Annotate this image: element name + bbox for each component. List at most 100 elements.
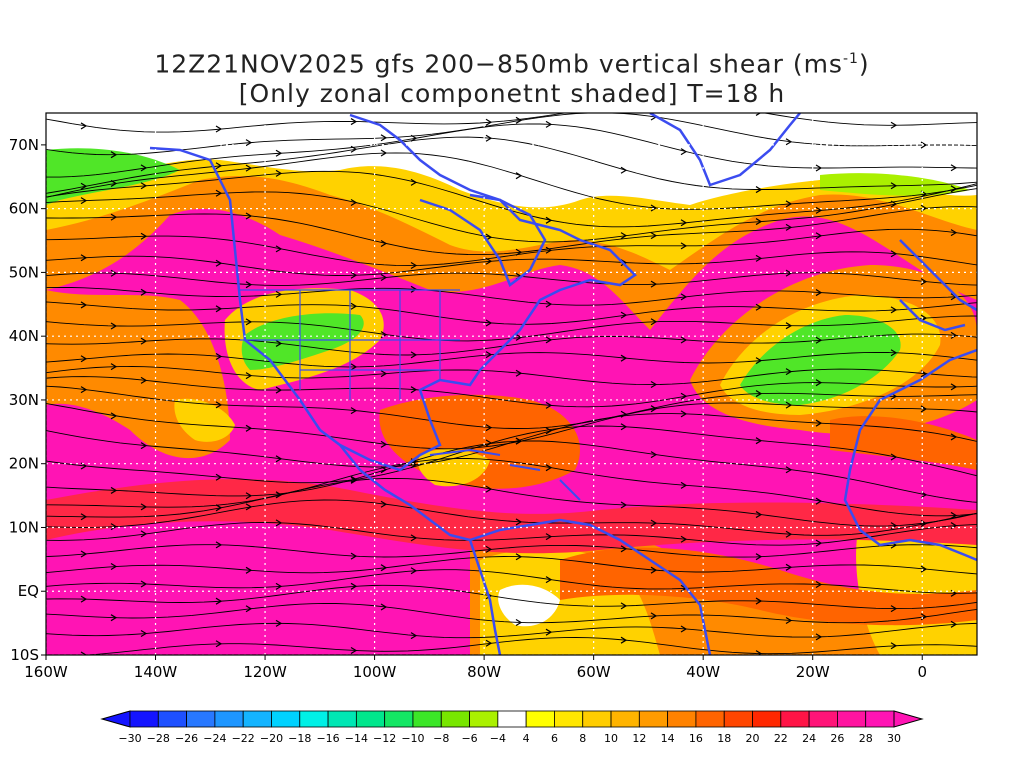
- streamline-arrow: [545, 120, 553, 128]
- streamline-arrow: [620, 423, 628, 431]
- streamline-arrow: [380, 239, 388, 247]
- colorbar-tick-label: 4: [523, 732, 530, 745]
- streamline-arrow: [275, 519, 283, 527]
- streamline-arrow: [545, 533, 553, 541]
- streamline-arrow: [410, 178, 418, 186]
- streamline-arrow: [621, 102, 626, 108]
- coast-africa: [843, 348, 977, 562]
- colorbar-tick-label: 8: [579, 732, 586, 745]
- streamline-arrow: [80, 182, 88, 190]
- streamline-arrow: [140, 337, 148, 345]
- colorbar-swatch: [808, 710, 838, 728]
- streamline-arrow: [485, 485, 493, 493]
- streamline-arrow: [80, 386, 88, 394]
- colorbar-tick-label: 16: [689, 732, 703, 745]
- colorbar-tick-label: 22: [774, 732, 788, 745]
- streamline-arrow: [890, 605, 898, 613]
- streamline-arrow: [80, 550, 88, 558]
- streamline-arrow: [785, 322, 793, 330]
- colorbar-tick-label: −22: [232, 732, 255, 745]
- streamline-arrow: [245, 281, 253, 289]
- streamline-arrow: [80, 254, 88, 262]
- streamline-arrow: [245, 605, 253, 613]
- streamline-arrow: [815, 289, 823, 297]
- streamline-arrow: [410, 386, 418, 394]
- colorbar-swatch: [157, 710, 187, 728]
- lat-tick-label: 10N: [9, 518, 39, 536]
- streamline-arrow: [350, 118, 358, 126]
- streamline-arrow: [110, 412, 118, 420]
- streamline: [46, 333, 977, 356]
- streamline-arrow: [785, 616, 793, 625]
- streamline-arrow: [515, 518, 523, 526]
- lon-tick-label: 80W: [467, 663, 501, 681]
- colorbar-tick-label: −14: [345, 732, 368, 745]
- streamline-arrow: [350, 582, 358, 590]
- streamline-arrow: [215, 541, 223, 549]
- streamline-arrow: [485, 257, 493, 265]
- colorbar-swatch: [242, 710, 272, 728]
- shade-north-white: [46, 113, 977, 208]
- streamline-arrow: [785, 223, 793, 231]
- colorbar-swatch: [752, 710, 782, 728]
- streamline-arrow: [485, 319, 493, 327]
- streamline-arrow: [140, 580, 148, 588]
- lat-tick-label: 50N: [9, 263, 39, 281]
- colorbar-tick-label: 10: [604, 732, 618, 745]
- streamline-arrow: [350, 475, 358, 483]
- colorbar-swatch: [214, 710, 244, 728]
- coast-north-america: [149, 113, 637, 472]
- streamline-arrow: [515, 369, 523, 377]
- streamline-arrow: [755, 254, 763, 262]
- streamline-arrow: [890, 453, 898, 461]
- streamline-arrow: [140, 503, 148, 511]
- streamline-arrow: [485, 545, 493, 553]
- streamline: [46, 152, 977, 210]
- streamline-arrow: [485, 439, 493, 447]
- streamline-arrow: [485, 424, 493, 432]
- colorbar-tick-label: −26: [175, 732, 198, 745]
- streamline-arrow: [110, 363, 118, 371]
- streamline-arrow: [680, 535, 688, 543]
- streamline-arrow: [80, 355, 88, 363]
- streamline-arrow: [680, 219, 688, 227]
- chart-title: 12Z21NOV2025 gfs 200−850mb vertical shea…: [0, 44, 1024, 109]
- streamline-arrow: [890, 349, 898, 357]
- colorbar-tick-label: 20: [746, 732, 760, 745]
- streamline-arrow: [275, 169, 283, 177]
- streamline: [46, 376, 977, 408]
- streamline-arrow: [110, 213, 118, 221]
- streamline-arrow: [890, 250, 898, 258]
- streamline-arrow: [755, 650, 763, 655]
- streamline-arrow: [110, 486, 118, 494]
- streamline-arrow: [950, 229, 958, 237]
- streamline-arrow: [380, 274, 388, 282]
- streamline-arrow: [350, 647, 358, 655]
- colorbar-tick-label: −10: [401, 732, 424, 745]
- streamline-arrow: [785, 269, 793, 277]
- colorbar: [100, 710, 924, 728]
- streamline-arrow: [650, 280, 658, 288]
- streamline-arrow: [350, 199, 358, 207]
- streamline-arrow: [680, 148, 688, 156]
- streamline-arrow: [680, 242, 688, 250]
- streamline-arrow: [140, 232, 148, 240]
- streamline-arrow: [950, 620, 958, 628]
- streamline-arrow: [755, 357, 763, 365]
- streamline: [46, 113, 977, 133]
- streamline-arrow: [350, 271, 358, 279]
- colorbar-swatch: [299, 710, 329, 728]
- streamline-arrow: [245, 164, 253, 172]
- streamline-arrow: [545, 300, 553, 308]
- streamline-arrow: [620, 311, 628, 319]
- streamline: [46, 385, 977, 429]
- streamline-arrow: [215, 597, 223, 605]
- streamline-arrow: [620, 354, 628, 362]
- colorbar-swatch: [667, 710, 697, 728]
- colorbar-tick-label: −16: [316, 732, 339, 745]
- streamline-arrow: [215, 401, 223, 409]
- colorbar-swatch: [412, 710, 442, 728]
- colorbar-tick-label: −30: [118, 732, 141, 745]
- streamline: [46, 556, 977, 575]
- streamline-arrow: [620, 166, 628, 174]
